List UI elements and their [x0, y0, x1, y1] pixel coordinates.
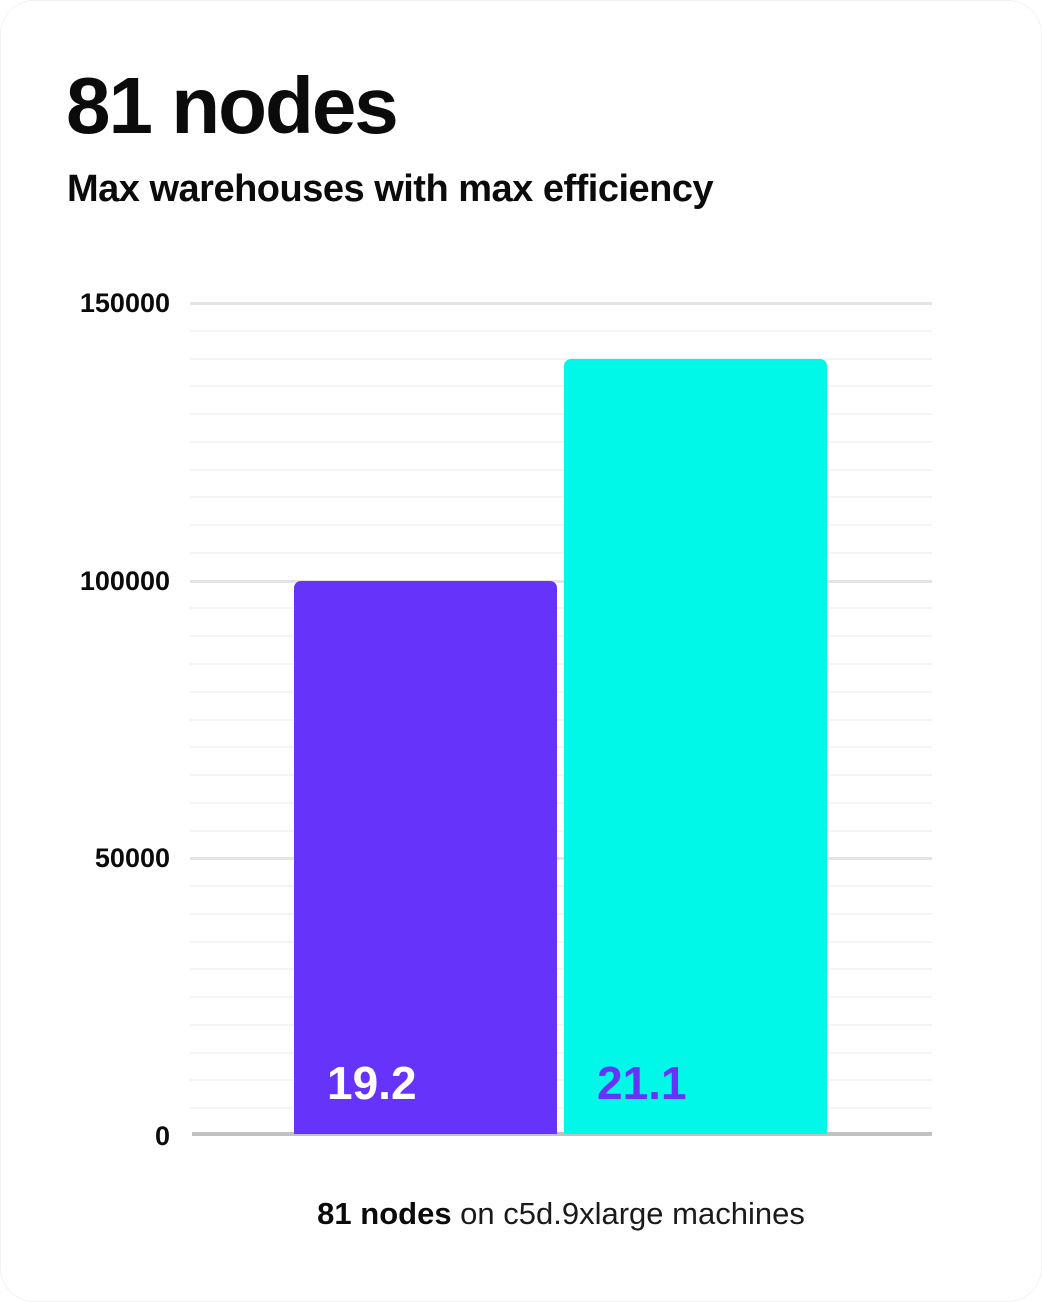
major-gridline	[190, 302, 932, 305]
minor-gridline	[190, 413, 932, 416]
minor-gridline	[190, 690, 932, 693]
bar-value-label: 21.1	[597, 1057, 687, 1109]
plot-area: 19.2 21.1	[190, 302, 932, 1136]
bar-19.2: 19.2	[294, 580, 557, 1134]
x-axis-line	[192, 1132, 932, 1136]
minor-gridline	[190, 1107, 932, 1110]
chart-subtitle: Max warehouses with max efficiency	[67, 168, 714, 210]
minor-gridline	[190, 968, 932, 971]
minor-gridline	[190, 357, 932, 360]
minor-gridline	[190, 440, 932, 443]
y-axis-tick-label: 0	[154, 1121, 170, 1151]
chart-title: 81 nodes	[66, 61, 399, 150]
minor-gridline	[190, 774, 932, 777]
minor-gridline	[190, 885, 932, 888]
minor-gridline	[190, 912, 932, 915]
bar-21.1: 21.1	[564, 358, 827, 1134]
minor-gridline	[190, 801, 932, 804]
minor-gridline	[190, 1023, 932, 1026]
minor-gridline	[190, 746, 932, 749]
minor-gridline	[190, 635, 932, 638]
minor-gridline	[190, 551, 932, 554]
major-gridline	[190, 579, 932, 583]
minor-gridline	[190, 468, 932, 471]
bar-value-label: 19.2	[327, 1057, 417, 1109]
y-axis-tick-label: 100000	[79, 565, 170, 596]
minor-gridline	[190, 996, 932, 999]
minor-gridline	[190, 1079, 932, 1082]
minor-gridline	[190, 496, 932, 499]
caption-bold-text: 81 nodes	[317, 1196, 452, 1231]
minor-gridline	[190, 1051, 932, 1054]
minor-gridline	[190, 524, 932, 527]
minor-gridline	[190, 329, 932, 332]
minor-gridline	[190, 829, 932, 832]
minor-gridline	[190, 607, 932, 610]
minor-gridline	[190, 940, 932, 943]
minor-gridline	[190, 662, 932, 665]
y-axis-tick-label: 150000	[79, 288, 170, 318]
y-axis-tick-label: 50000	[94, 843, 170, 874]
minor-gridline	[190, 718, 932, 721]
minor-gridline	[190, 385, 932, 388]
chart-caption: 81 nodes on c5d.9xlarge machines	[190, 1196, 932, 1232]
caption-regular-text: on c5d.9xlarge machines	[451, 1196, 805, 1231]
major-gridline	[190, 857, 932, 861]
